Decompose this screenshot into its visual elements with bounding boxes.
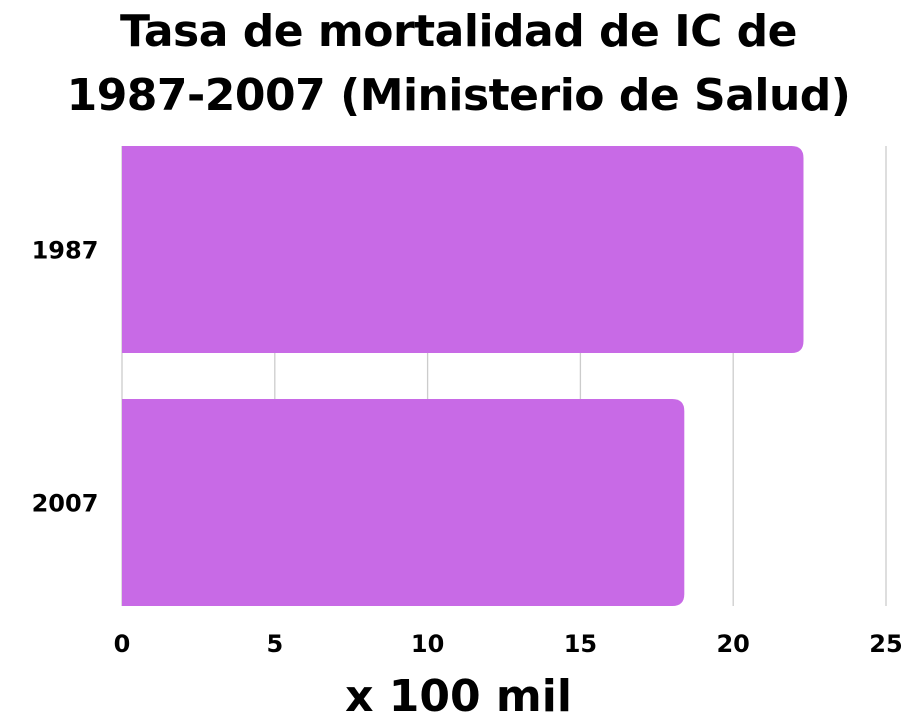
x-tick-label-20: 20 [716, 630, 749, 658]
category-label-1987: 1987 [32, 237, 99, 265]
bar-2007 [122, 399, 685, 606]
chart-title: Tasa de mortalidad de IC de 1987-2007 (M… [0, 0, 917, 128]
chart-title-line-2: 1987-2007 (Ministerio de Salud) [66, 70, 851, 121]
x-tick-label-10: 10 [411, 630, 444, 658]
x-tick-label-0: 0 [114, 630, 131, 658]
x-tick-label-5: 5 [266, 630, 283, 658]
chart-title-line-1: Tasa de mortalidad de IC de [119, 6, 798, 57]
bar-1987 [122, 146, 804, 353]
x-tick-label-25: 25 [869, 630, 902, 658]
x-axis-label: x 100 mil [345, 671, 572, 722]
category-label-2007: 2007 [32, 490, 99, 518]
x-tick-label-15: 15 [564, 630, 597, 658]
